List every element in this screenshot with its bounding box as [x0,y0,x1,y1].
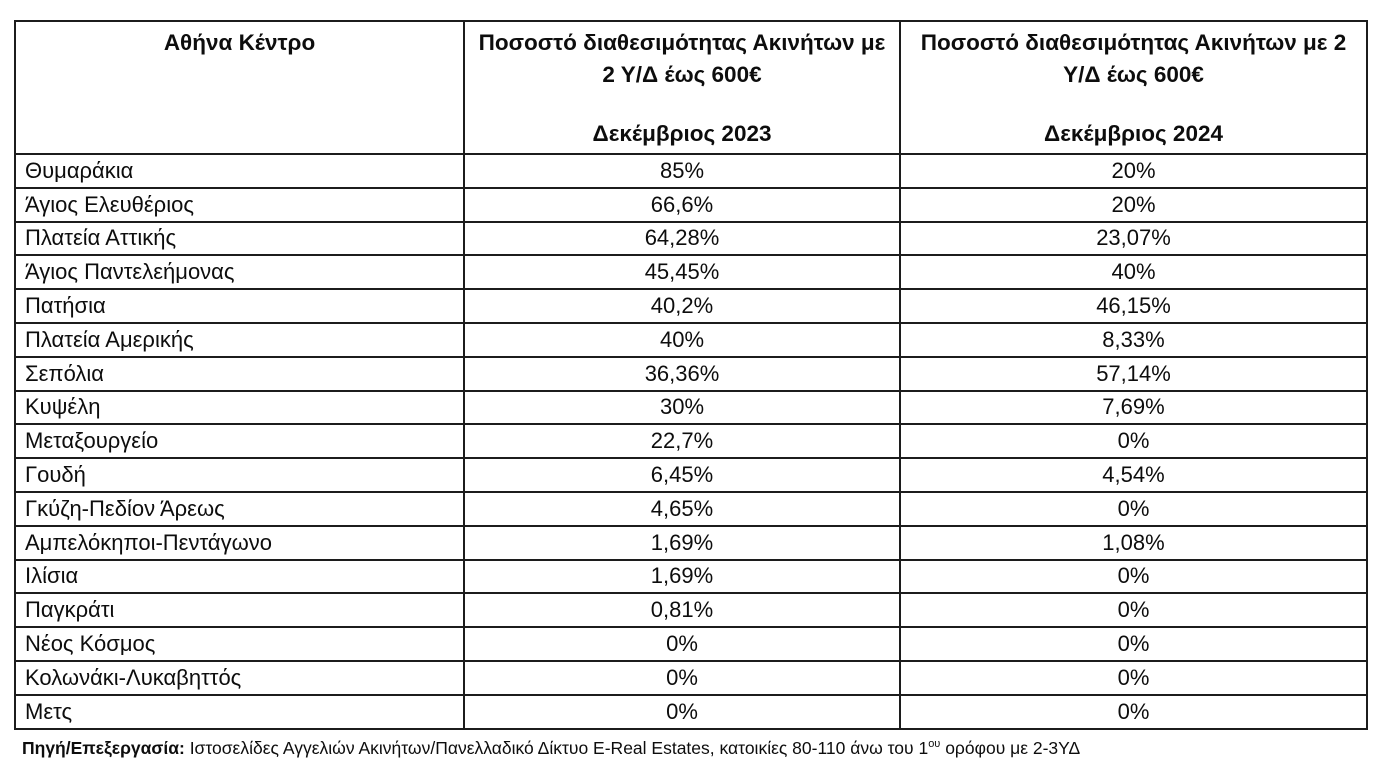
area-cell: Παγκράτι [14,592,465,629]
area-cell: Κολωνάκι-Λυκαβηττός [14,659,465,696]
dec2024-cell: 0% [899,423,1368,460]
dec2023-cell: 1,69% [463,524,901,561]
header-dec2023-title: Ποσοστό διαθεσιμότητας Ακινήτων με 2 Υ/Δ… [478,30,886,87]
area-cell: Σεπόλια [14,355,465,392]
area-cell: Κυψέλη [14,389,465,426]
header-dec2024-title: Ποσοστό διαθεσιμότητας Ακινήτων με 2 Υ/Δ… [920,30,1347,87]
table-body: Θυμαράκια 85% 20% Άγιος Ελευθέριος 66,6% 20% Π… [14,153,1368,730]
area-cell: Μεταξουργείο [14,423,465,460]
source-note: Πηγή/Επεξεργασία: Ιστοσελίδες Αγγελιών Α… [22,736,1080,760]
dec2023-cell: 6,45% [463,457,901,493]
dec2024-cell: 0% [899,659,1368,696]
area-cell: Γουδή [14,457,465,493]
source-note-label: Πηγή/Επεξεργασία: [22,738,185,758]
area-cell: Πλατεία Αττικής [14,220,465,257]
dec2023-cell: 36,36% [463,355,901,392]
dec2023-cell: 22,7% [463,423,901,460]
header-cell-dec2024: Ποσοστό διαθεσιμότητας Ακινήτων με 2 Υ/Δ… [899,20,1368,155]
table-row: Πατήσια 40,2% 46,15% [14,288,1368,324]
dec2024-cell: 20% [899,186,1368,223]
dec2023-cell: 40,2% [463,288,901,324]
table-row: Πλατεία Αμερικής 40% 8,33% [14,321,1368,358]
dec2024-cell: 1,08% [899,524,1368,561]
table-row: Πλατεία Αττικής 64,28% 23,07% [14,220,1368,257]
header-dec2024-period: Δεκέμβριος 2024 [1044,121,1223,146]
header-row: Αθήνα Κέντρο Ποσοστό διαθεσιμότητας Ακιν… [14,20,1368,155]
table-row: Κολωνάκι-Λυκαβηττός 0% 0% [14,659,1368,696]
dec2024-cell: 0% [899,626,1368,662]
table-row: Γουδή 6,45% 4,54% [14,457,1368,493]
area-cell: Γκύζη-Πεδίον Άρεως [14,490,465,527]
header-area-title: Αθήνα Κέντρο [163,30,316,55]
area-cell: Πλατεία Αμερικής [14,321,465,358]
header-cell-dec2023: Ποσοστό διαθεσιμότητας Ακινήτων με 2 Υ/Δ… [463,20,901,155]
area-cell: Αμπελόκηποι-Πεντάγωνο [14,524,465,561]
dec2024-cell: 0% [899,490,1368,527]
table-header: Αθήνα Κέντρο Ποσοστό διαθεσιμότητας Ακιν… [14,20,1368,155]
area-cell: Άγιος Παντελεήμονας [14,254,465,291]
source-note-text-1: Ιστοσελίδες Αγγελιών Ακινήτων/Πανελλαδικ… [184,738,929,758]
table-row: Μετς 0% 0% [14,693,1368,730]
area-cell: Άγιος Ελευθέριος [14,186,465,223]
dec2024-cell: 40% [899,254,1368,291]
dec2024-cell: 8,33% [899,321,1368,358]
table-row: Άγιος Παντελεήμονας 45,45% 40% [14,254,1368,291]
dec2024-cell: 0% [899,558,1368,595]
dec2023-cell: 64,28% [463,220,901,257]
area-cell: Μετς [14,693,465,730]
table-row: Σεπόλια 36,36% 57,14% [14,355,1368,392]
source-note-superscript: ου [928,738,941,751]
dec2024-cell: 23,07% [899,220,1368,257]
dec2024-cell: 57,14% [899,355,1368,392]
dec2023-cell: 0% [463,659,901,696]
table-row: Νέος Κόσμος 0% 0% [14,626,1368,662]
header-dec2023-period: Δεκέμβριος 2023 [592,121,772,146]
dec2023-cell: 4,65% [463,490,901,527]
dec2023-cell: 45,45% [463,254,901,291]
area-cell: Νέος Κόσμος [14,626,465,662]
area-cell: Θυμαράκια [14,153,465,189]
dec2023-cell: 0% [463,693,901,730]
dec2023-cell: 30% [463,389,901,426]
table-row: Αμπελόκηποι-Πεντάγωνο 1,69% 1,08% [14,524,1368,561]
table-row: Γκύζη-Πεδίον Άρεως 4,65% 0% [14,490,1368,527]
area-cell: Πατήσια [14,288,465,324]
dec2023-cell: 0% [463,626,901,662]
dec2024-cell: 20% [899,153,1368,189]
dec2023-cell: 1,69% [463,558,901,595]
area-cell: Ιλίσια [14,558,465,595]
table-row: Μεταξουργείο 22,7% 0% [14,423,1368,460]
source-note-text-2: ορόφου με 2-3ΥΔ [940,738,1081,758]
table-row: Παγκράτι 0,81% 0% [14,592,1368,629]
dec2024-cell: 0% [899,592,1368,629]
table-row: Κυψέλη 30% 7,69% [14,389,1368,426]
table-row: Άγιος Ελευθέριος 66,6% 20% [14,186,1368,223]
dec2024-cell: 46,15% [899,288,1368,324]
table-row: Θυμαράκια 85% 20% [14,153,1368,189]
availability-table: Αθήνα Κέντρο Ποσοστό διαθεσιμότητας Ακιν… [14,20,1368,730]
dec2023-cell: 40% [463,321,901,358]
dec2024-cell: 0% [899,693,1368,730]
dec2024-cell: 4,54% [899,457,1368,493]
dec2024-cell: 7,69% [899,389,1368,426]
dec2023-cell: 0,81% [463,592,901,629]
header-cell-area: Αθήνα Κέντρο [14,20,465,155]
availability-table-container: Αθήνα Κέντρο Ποσοστό διαθεσιμότητας Ακιν… [14,20,1368,730]
dec2023-cell: 66,6% [463,186,901,223]
dec2023-cell: 85% [463,153,901,189]
table-row: Ιλίσια 1,69% 0% [14,558,1368,595]
